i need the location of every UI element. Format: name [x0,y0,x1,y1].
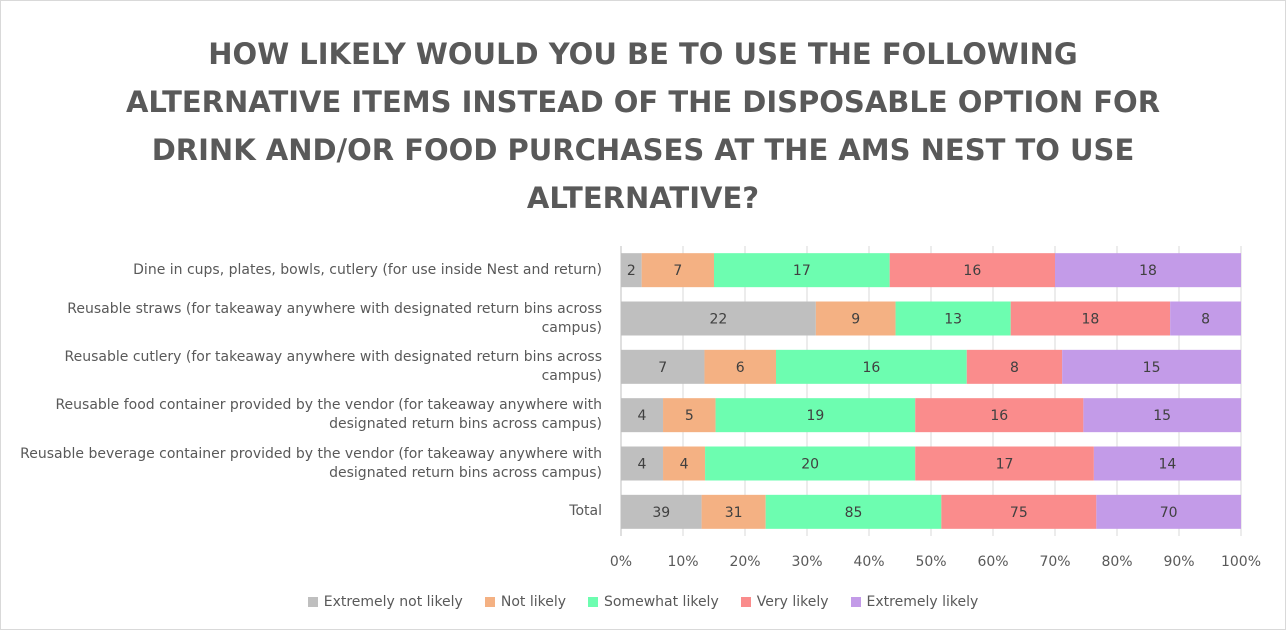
legend-swatch [484,597,495,607]
data-label: 75 [1010,505,1028,521]
bar-segment [1062,349,1241,384]
bar-segment [663,446,706,481]
bar-segment [621,494,702,529]
x-tick-label: 30% [791,554,822,570]
bar-segment [715,398,916,433]
bar-segment [776,349,967,384]
data-label: 19 [806,408,824,424]
data-label: 20 [801,457,819,473]
x-tick-label: 10% [667,554,698,570]
bar-segment [701,494,766,529]
bar-segment [621,398,664,433]
x-tick-label: 20% [729,554,760,570]
category-label: Reusable beverage container provided by … [20,445,602,481]
x-tick-label: 80% [1101,554,1132,570]
data-label: 4 [680,457,689,473]
legend-item: Very likely [740,594,829,610]
legend-item: Extremely not likely [307,594,463,610]
bar-segment [1010,301,1171,336]
data-label: 17 [996,457,1014,473]
data-label: 15 [1143,360,1161,376]
bar-segment [704,349,776,384]
data-label: 9 [851,312,860,328]
category-label: Dine in cups, plates, bowls, cutlery (fo… [133,261,602,278]
data-label: 8 [1010,360,1019,376]
data-label: 22 [710,312,728,328]
data-label: 16 [990,408,1008,424]
data-label: 31 [725,505,743,521]
bar-segment [915,446,1094,481]
category-label: Reusable straws (for takeaway anywhere w… [67,300,602,336]
bar-segment [621,349,705,384]
legend-label: Very likely [756,594,829,610]
data-label: 18 [1082,312,1100,328]
data-label: 15 [1153,408,1171,424]
data-label: 7 [673,263,682,279]
bar-segment [641,253,714,288]
data-label: 8 [1201,312,1210,328]
bar-segment [1170,301,1241,336]
chart-title: HOW LIKELY WOULD YOU BE TO USE THE FOLLO… [125,37,1161,215]
bar-segment [1083,398,1241,433]
data-label: 7 [658,360,667,376]
data-label: 5 [685,408,694,424]
category-label: Reusable cutlery (for takeaway anywhere … [64,348,602,384]
bar-segment [663,398,716,433]
bar-segment [1055,253,1241,288]
x-tick-label: 0% [610,554,632,570]
bar-segment [941,494,1097,529]
data-label: 16 [963,263,981,279]
bar-segment [1093,446,1241,481]
data-label: 4 [638,457,647,473]
category-label: Total [569,503,602,520]
bar-segment [915,398,1084,433]
bar-segment [889,253,1055,288]
data-label: 6 [736,360,745,376]
bar-segment [705,446,916,481]
data-label: 13 [944,312,962,328]
x-tick-label: 100% [1221,554,1261,570]
legend-swatch [740,597,751,607]
data-label: 17 [793,263,811,279]
legend-swatch [307,597,318,607]
x-tick-label: 60% [977,554,1008,570]
category-label: Reusable food container provided by the … [55,397,602,433]
data-label: 16 [862,360,880,376]
x-tick-label: 50% [915,554,946,570]
x-tick-label: 40% [853,554,884,570]
legend-item: Extremely likely [850,594,979,610]
bar-segment [1096,494,1241,529]
bar-segment [621,301,816,336]
bar-segment [966,349,1063,384]
legend-item: Not likely [484,594,567,610]
legend-label: Extremely not likely [323,594,463,610]
bar-segment [765,494,942,529]
legend-label: Extremely likely [866,594,979,610]
bar-segment [621,446,664,481]
data-label: 39 [652,505,670,521]
legend-label: Somewhat likely [604,594,719,610]
x-tick-label: 70% [1039,554,1070,570]
data-label: 18 [1139,263,1157,279]
bar-segment [714,253,890,288]
legend-swatch [850,597,861,607]
data-label: 2 [627,263,636,279]
legend-swatch [588,597,599,607]
data-label: 85 [845,505,863,521]
legend-label: Not likely [500,594,567,610]
x-tick-label: 90% [1163,554,1194,570]
data-label: 14 [1159,457,1177,473]
legend: Extremely not likely Not likely Somewhat l… [0,594,1286,610]
bar-segment [621,253,642,288]
legend-item: Somewhat likely [588,594,719,610]
bar-segment [815,301,896,336]
bar-segment [895,301,1011,336]
data-label: 70 [1160,505,1178,521]
data-label: 4 [638,408,647,424]
